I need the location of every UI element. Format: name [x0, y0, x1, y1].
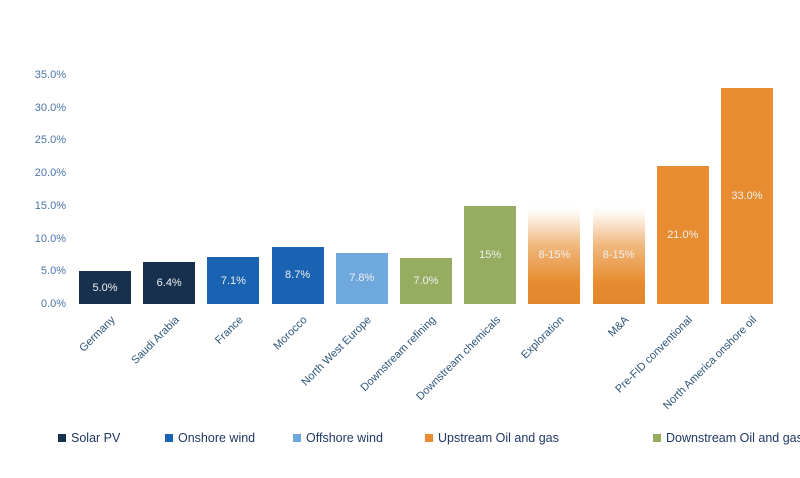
legend-label: Onshore wind [178, 431, 256, 445]
bar-morocco: 8.7% [271, 247, 324, 304]
legend-color-swatch-icon [653, 434, 661, 442]
legend-label: Solar PV [71, 431, 121, 445]
y-axis-tick-label: 25.0% [34, 134, 66, 147]
bar-north-west-europe: 7.8% [335, 252, 388, 304]
bar-value-label: 7.1% [220, 274, 246, 287]
y-axis-tick-label: 30.0% [34, 101, 66, 114]
bar-m-a: 8-15% [592, 205, 645, 304]
x-axis-label: M&A [605, 314, 632, 340]
bar-value-label: 15% [479, 248, 502, 261]
bar-value-label: 8-15% [538, 248, 571, 261]
bar-value-label: 21.0% [667, 229, 699, 242]
y-axis-tick-label: 5.0% [40, 265, 66, 278]
legend-color-swatch-icon [425, 434, 433, 442]
bar-value-label: 33.0% [731, 189, 763, 202]
legend-label: Upstream Oil and gas [438, 431, 559, 445]
legend-item-offshore-wind: Offshore wind [293, 431, 383, 445]
legend-item-solar-pv: Solar PV [58, 431, 120, 445]
bar-saudi-arabia: 6.4% [143, 262, 196, 304]
legend-color-swatch-icon [165, 434, 173, 442]
bar-germany: 5.0% [79, 271, 131, 304]
legend-item-downstream-oil-and-gas: Downstream Oil and gas [653, 431, 800, 445]
x-axis-label: Saudi Arabia [129, 314, 182, 367]
legend-label: Offshore wind [306, 431, 383, 445]
bar-downstream-refining: 7.0% [400, 258, 452, 304]
bar-downstream-chemicals: 15% [464, 205, 517, 304]
bar-value-label: 7.8% [349, 272, 375, 285]
legend-item-onshore-wind: Onshore wind [165, 431, 255, 445]
x-axis-label: France [213, 314, 246, 347]
bar-value-label: 8-15% [602, 248, 635, 261]
x-axis-label: Germany [77, 314, 118, 355]
bar-exploration: 8-15% [528, 205, 581, 304]
legend: Solar PV Onshore wind Offshore wind Upstrea… [0, 431, 800, 449]
legend-label: Downstream Oil and gas [666, 431, 800, 445]
bar-pre-fid-conventional: 21.0% [656, 166, 709, 304]
legend-color-swatch-icon [293, 434, 301, 442]
bar-value-label: 7.0% [413, 275, 439, 288]
bar-value-label: 6.4% [156, 277, 182, 290]
x-axis-label: Exploration [519, 314, 567, 362]
bar-value-label: 8.7% [285, 269, 311, 282]
x-axis-label: North West Europe [299, 314, 375, 389]
y-axis-tick-label: 15.0% [34, 199, 66, 212]
y-axis-tick-label: 0.0% [40, 298, 66, 310]
bar-value-label: 5.0% [92, 281, 118, 294]
y-axis-tick-label: 35.0% [34, 68, 66, 81]
y-axis-tick-label: 20.0% [34, 167, 66, 179]
bar-france: 7.1% [207, 257, 260, 304]
x-axis-label: Morocco [271, 314, 311, 353]
y-axis-tick-label: 10.0% [34, 232, 66, 245]
legend-color-swatch-icon [58, 434, 66, 442]
bar-north-america-onshore-oil: 33.0% [721, 87, 773, 304]
legend-item-upstream-oil-and-gas: Upstream Oil and gas [425, 431, 559, 445]
